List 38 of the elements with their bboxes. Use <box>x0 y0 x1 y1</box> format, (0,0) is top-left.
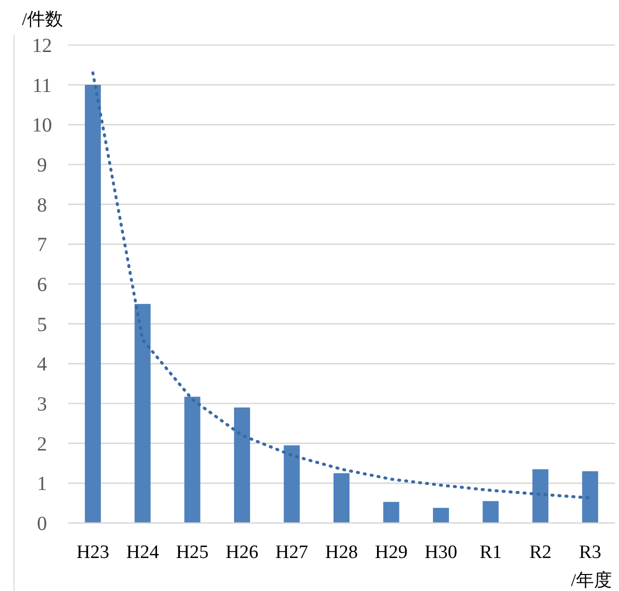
x-tick-label: H24 <box>126 542 160 563</box>
y-tick-label: 8 <box>37 194 47 216</box>
x-tick-label: H23 <box>76 542 110 563</box>
y-tick-label: 5 <box>37 314 47 336</box>
y-axis-title: /件数 <box>22 9 64 29</box>
bar <box>184 396 200 523</box>
bar <box>383 502 400 523</box>
bar <box>84 84 101 523</box>
y-tick-label: 4 <box>37 354 47 376</box>
y-tick-label: 9 <box>37 154 47 176</box>
bar <box>334 473 350 523</box>
x-tick-label: H25 <box>176 542 209 563</box>
y-tick-label: 6 <box>37 274 47 296</box>
line-series <box>91 71 592 500</box>
y-tick-label: 7 <box>37 234 47 256</box>
x-tick-label: H28 <box>325 542 358 563</box>
bar <box>432 508 449 523</box>
x-axis-title: /年度 <box>570 570 612 590</box>
bar <box>284 445 300 523</box>
x-tick-label: R3 <box>579 542 602 563</box>
y-tick-label: 3 <box>37 394 47 416</box>
y-tick-label: 10 <box>32 114 52 137</box>
x-tick-label: R2 <box>529 542 552 563</box>
x-tick-label: H26 <box>226 542 258 563</box>
y-tick-label: 11 <box>32 74 52 97</box>
bar <box>532 469 548 523</box>
bar <box>134 304 151 523</box>
bar <box>234 407 250 523</box>
y-tick-label: 1 <box>37 473 47 496</box>
x-tick-label: H30 <box>424 542 458 563</box>
y-tick-label: 0 <box>37 513 47 535</box>
y-tick-label: 2 <box>37 433 47 456</box>
bar <box>582 471 598 523</box>
x-tick-label: R1 <box>480 542 502 563</box>
x-tick-label: H29 <box>374 542 408 563</box>
y-tick-label: 12 <box>32 35 52 57</box>
x-tick-label: H27 <box>275 542 308 563</box>
bar <box>482 501 499 523</box>
